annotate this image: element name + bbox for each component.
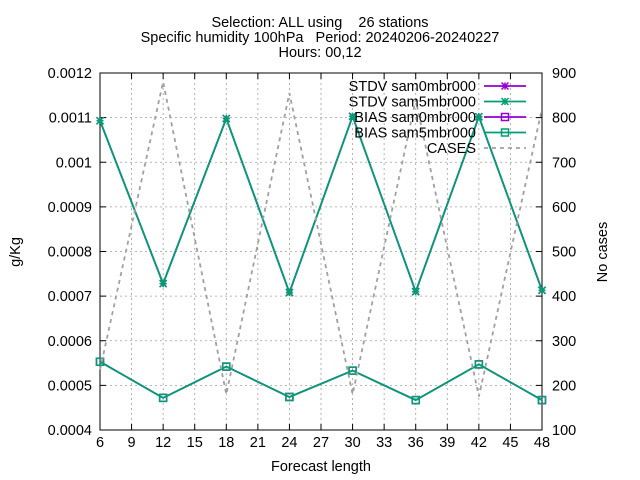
series-1: [95, 112, 547, 297]
legend-label: STDV sam0mbr000: [349, 79, 476, 95]
y-tick-label: 0.0008: [48, 245, 92, 261]
series-3: [95, 357, 547, 405]
y2-tick-label: 800: [552, 111, 576, 127]
series-layer: [95, 81, 547, 405]
chart-title-line-2: Specific humidity 100hPa Period: 2024020…: [141, 30, 500, 46]
y2-tick-label: 900: [552, 66, 576, 82]
x-tick-label: 45: [502, 435, 518, 451]
x-axis-label: Forecast length: [271, 459, 371, 475]
y-tick-label: 0.0004: [48, 423, 92, 439]
x-tick-label: 6: [96, 435, 104, 451]
x-tick-label: 39: [439, 435, 455, 451]
chart-title-line-3: Hours: 00,12: [278, 45, 361, 61]
y-tick-label: 0.0009: [48, 200, 92, 216]
x-tick-label: 42: [471, 435, 487, 451]
chart-title-line-1: Selection: ALL using 26 stations: [211, 15, 428, 31]
y2-axis-label: No cases: [595, 222, 611, 282]
x-tick-label: 30: [345, 435, 361, 451]
data-point-3: [95, 357, 105, 366]
series-line-3: [99, 360, 543, 402]
legend-swatch-marker: [500, 128, 510, 137]
y-tick-label: 0.001: [56, 155, 92, 171]
y-tick-label: 0.0012: [48, 66, 92, 82]
data-point-1: [95, 116, 105, 125]
x-tick-label: 27: [313, 435, 329, 451]
data-point-1: [222, 114, 231, 123]
data-point-3: [474, 360, 484, 369]
series-4: [99, 81, 543, 397]
legend-swatch-marker: [500, 81, 510, 91]
data-point-3: [348, 366, 357, 375]
x-tick-label: 24: [281, 435, 297, 451]
y-tick-label: 0.0006: [48, 334, 92, 350]
x-tick-label: 36: [408, 435, 424, 451]
data-point-1: [411, 287, 420, 296]
series-line-4: [99, 81, 543, 397]
data-point-1: [474, 112, 483, 121]
y2-tick-label: 700: [552, 155, 576, 171]
legend-label: BIAS sam5mbr000: [354, 126, 476, 142]
legend-label: BIAS sam0mbr000: [354, 110, 476, 126]
y-tick-label: 0.0005: [48, 378, 92, 394]
y-tick-label: 0.0011: [49, 111, 92, 127]
x-tick-label: 48: [534, 435, 550, 451]
legend-swatch-marker: [500, 97, 510, 106]
y2-tick-label: 400: [552, 289, 576, 305]
axis-ticks: 6 9 12 15 18 21 24 27 30 33 36 39 42 45 48 0.0004 0.0005…: [48, 66, 577, 451]
y2-tick-label: 100: [552, 423, 576, 439]
y2-tick-label: 200: [552, 378, 576, 394]
data-point-3: [222, 362, 231, 371]
x-tick-label: 12: [155, 435, 171, 451]
y2-tick-label: 600: [552, 200, 576, 216]
legend-label: STDV sam5mbr000: [349, 95, 476, 111]
data-point-3: [158, 393, 168, 403]
x-tick-label: 33: [376, 435, 392, 451]
y-axis-label: g/Kg: [8, 237, 24, 267]
data-point-1: [537, 286, 547, 295]
data-point-3: [537, 395, 547, 405]
data-point-1: [285, 288, 294, 297]
series-line-1: [99, 113, 543, 296]
x-tick-label: 15: [187, 435, 203, 451]
legend-swatch-marker: [500, 112, 510, 122]
data-point-3: [285, 392, 294, 402]
data-point-3: [411, 395, 420, 405]
y2-tick-label: 500: [552, 245, 576, 261]
x-tick-label: 9: [128, 435, 136, 451]
legend-label: CASES: [427, 141, 476, 157]
data-point-1: [159, 279, 168, 288]
x-tick-label: 21: [250, 435, 266, 451]
data-point-1: [348, 112, 357, 121]
y2-tick-label: 300: [552, 334, 576, 350]
y-tick-label: 0.0007: [48, 289, 92, 305]
x-tick-label: 18: [218, 435, 234, 451]
